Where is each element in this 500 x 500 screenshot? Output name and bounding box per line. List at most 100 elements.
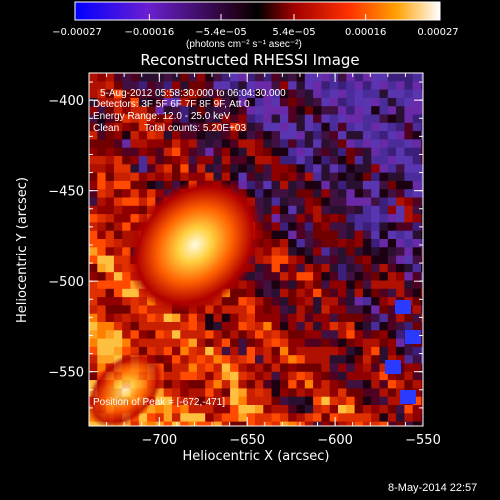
heatmap-cell	[188, 81, 198, 91]
heatmap-cell	[180, 172, 190, 182]
heatmap-cell	[421, 413, 423, 423]
heatmap-cell	[271, 355, 281, 364]
heatmap-cell	[205, 139, 214, 149]
heatmap-cell	[421, 405, 423, 414]
heatmap-cell	[279, 106, 289, 115]
heatmap-cell	[213, 122, 223, 132]
heatmap-cell	[163, 346, 173, 356]
heatmap-cell	[313, 297, 322, 306]
heatmap-cell	[313, 122, 322, 132]
peak-position-label: Position of Peak = [-672,-471]	[93, 397, 226, 408]
heatmap-cell	[196, 81, 206, 91]
heatmap-cell	[205, 73, 214, 82]
heatmap-cell	[271, 346, 281, 356]
heatmap-cell	[379, 214, 389, 223]
heatmap-cell	[246, 180, 256, 190]
heatmap-cell	[371, 214, 380, 223]
x-tick-label: −550	[405, 433, 441, 448]
heatmap-cell	[288, 405, 297, 414]
heatmap-cell	[362, 214, 372, 223]
heatmap-cell	[130, 81, 140, 91]
heatmap-cell	[130, 288, 140, 298]
heatmap-cell	[279, 263, 289, 273]
heatmap-cell	[113, 164, 123, 174]
heatmap-cell	[138, 346, 148, 356]
heatmap-cell	[338, 280, 347, 290]
heatmap-cell	[387, 297, 397, 306]
heatmap-cell	[113, 147, 123, 157]
heatmap-cell	[97, 139, 107, 149]
heatmap-cell	[155, 106, 165, 115]
heatmap-cell	[97, 297, 107, 306]
heatmap-cell	[246, 330, 256, 340]
heatmap-cell	[238, 73, 248, 82]
heatmap-cell	[412, 363, 422, 373]
heatmap-cell	[138, 122, 148, 132]
heatmap-cell	[263, 230, 273, 240]
heatmap-cell	[263, 81, 273, 91]
heatmap-cell	[379, 205, 389, 215]
heatmap-cell	[354, 272, 364, 281]
heatmap-cell	[354, 189, 364, 198]
heatmap-cell	[113, 222, 123, 232]
heatmap-cell	[246, 272, 256, 281]
heatmap-cell	[205, 131, 214, 140]
heatmap-cell	[279, 388, 289, 398]
heatmap-cell	[279, 147, 289, 157]
heatmap-cell	[304, 305, 314, 315]
heatmap-cell	[329, 73, 339, 82]
heatmap-cell	[213, 114, 223, 124]
heatmap-cell	[329, 396, 339, 406]
heatmap-cell	[147, 164, 156, 174]
heatmap-cell	[180, 114, 190, 124]
heatmap-cell	[354, 263, 364, 273]
heatmap-cell	[296, 239, 306, 248]
heatmap-cell	[296, 73, 306, 82]
heatmap-cell	[221, 371, 231, 381]
heatmap-cell	[338, 363, 347, 373]
heatmap-cell	[371, 288, 380, 298]
heatmap-cell	[354, 197, 364, 207]
heatmap-cell	[180, 81, 190, 91]
heatmap-cell	[230, 164, 239, 174]
heatmap-cell	[362, 247, 372, 257]
heatmap-cell	[122, 180, 131, 190]
heatmap-cell	[379, 189, 389, 198]
heatmap-cell	[379, 81, 389, 91]
heatmap-cell	[362, 131, 372, 140]
heatmap-cell	[238, 172, 248, 182]
heatmap-cell	[321, 197, 331, 207]
heatmap-cell	[122, 172, 131, 182]
heatmap-cell	[321, 330, 331, 340]
heatmap-cell	[89, 272, 98, 281]
heatmap-cell	[346, 338, 356, 348]
heatmap-cell	[379, 371, 389, 381]
heatmap-cell	[180, 371, 190, 381]
heatmap-cell	[296, 106, 306, 115]
heatmap-cell	[396, 164, 405, 174]
heatmap-cell	[271, 139, 281, 149]
heatmap-cell	[238, 396, 248, 406]
heatmap-cell	[238, 106, 248, 115]
heatmap-cell	[163, 89, 173, 99]
heatmap-cell	[122, 139, 131, 149]
heatmap-cell	[279, 189, 289, 198]
heatmap-cell	[362, 313, 372, 323]
heatmap-cell	[196, 380, 206, 389]
heatmap-cell	[296, 180, 306, 190]
heatmap-cell	[412, 97, 422, 107]
heatmap-cell	[89, 81, 98, 91]
heatmap-cell	[271, 222, 281, 232]
heatmap-cell	[230, 322, 239, 331]
heatmap-cell	[346, 147, 356, 157]
heatmap-cell	[304, 255, 314, 265]
heatmap-cell	[163, 338, 173, 348]
heatmap-cell	[180, 122, 190, 132]
heatmap-cell	[387, 114, 397, 124]
heatmap-cell	[421, 255, 423, 265]
heatmap-cell	[172, 122, 181, 132]
heatmap-cell	[263, 214, 273, 223]
heatmap-cell	[354, 139, 364, 149]
heatmap-cell	[338, 81, 347, 91]
heatmap-cell	[130, 305, 140, 315]
